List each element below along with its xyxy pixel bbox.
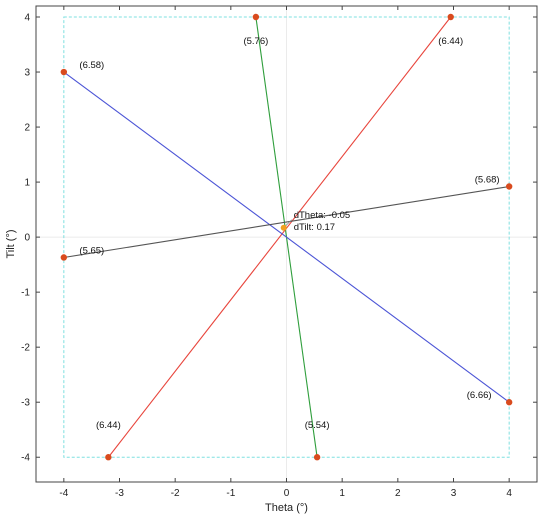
x-tick-label: -2 bbox=[171, 488, 180, 499]
x-tick-label: -4 bbox=[59, 488, 68, 499]
endpoint-label: (5.54) bbox=[305, 420, 330, 431]
endpoint-label: (5.76) bbox=[243, 36, 268, 47]
endpoint-marker bbox=[505, 183, 513, 190]
endpoint-marker bbox=[105, 454, 112, 461]
y-tick-label: 0 bbox=[24, 233, 30, 244]
x-tick-label: -1 bbox=[226, 488, 235, 499]
endpoint-marker bbox=[505, 399, 513, 406]
annotation-dtheta: dTheta: -0.05 bbox=[294, 210, 351, 221]
endpoint-marker bbox=[60, 68, 68, 76]
y-tick-label: -2 bbox=[21, 343, 30, 354]
y-tick-label: -4 bbox=[21, 453, 30, 464]
y-tick-label: -3 bbox=[21, 398, 30, 409]
endpoint-marker bbox=[252, 13, 260, 21]
endpoint-label: (5.65) bbox=[79, 245, 104, 256]
center-point-marker bbox=[280, 224, 287, 231]
x-axis-label: Theta (°) bbox=[265, 502, 308, 514]
boundary-box bbox=[63, 16, 510, 458]
x-tick-label: 3 bbox=[451, 488, 457, 499]
x-tick-label: 1 bbox=[339, 488, 345, 499]
y-tick-label: 3 bbox=[24, 68, 30, 79]
x-tick-label: 2 bbox=[395, 488, 401, 499]
endpoint-marker bbox=[447, 13, 454, 21]
endpoint-label: (5.68) bbox=[475, 174, 500, 185]
series-line bbox=[63, 71, 510, 403]
endpoint-marker bbox=[60, 254, 68, 261]
y-tick-label: -1 bbox=[21, 288, 30, 299]
endpoint-label: (6.66) bbox=[467, 390, 492, 401]
series-line bbox=[107, 16, 452, 458]
endpoint-marker bbox=[313, 454, 321, 461]
y-axis-label: Tilt (°) bbox=[5, 229, 17, 258]
endpoint-label: (6.44) bbox=[96, 420, 121, 431]
endpoint-label: (6.58) bbox=[79, 60, 104, 71]
endpoint-label: (6.44) bbox=[438, 36, 463, 47]
series-line bbox=[63, 185, 510, 259]
x-tick-label: -3 bbox=[115, 488, 124, 499]
x-tick-label: 0 bbox=[284, 488, 290, 499]
y-tick-label: 1 bbox=[24, 178, 30, 189]
x-tick-label: 4 bbox=[506, 488, 512, 499]
y-tick-label: 4 bbox=[24, 13, 30, 24]
annotation-dtilt: dTilt: 0.17 bbox=[294, 222, 335, 233]
y-tick-label: 2 bbox=[24, 123, 30, 134]
